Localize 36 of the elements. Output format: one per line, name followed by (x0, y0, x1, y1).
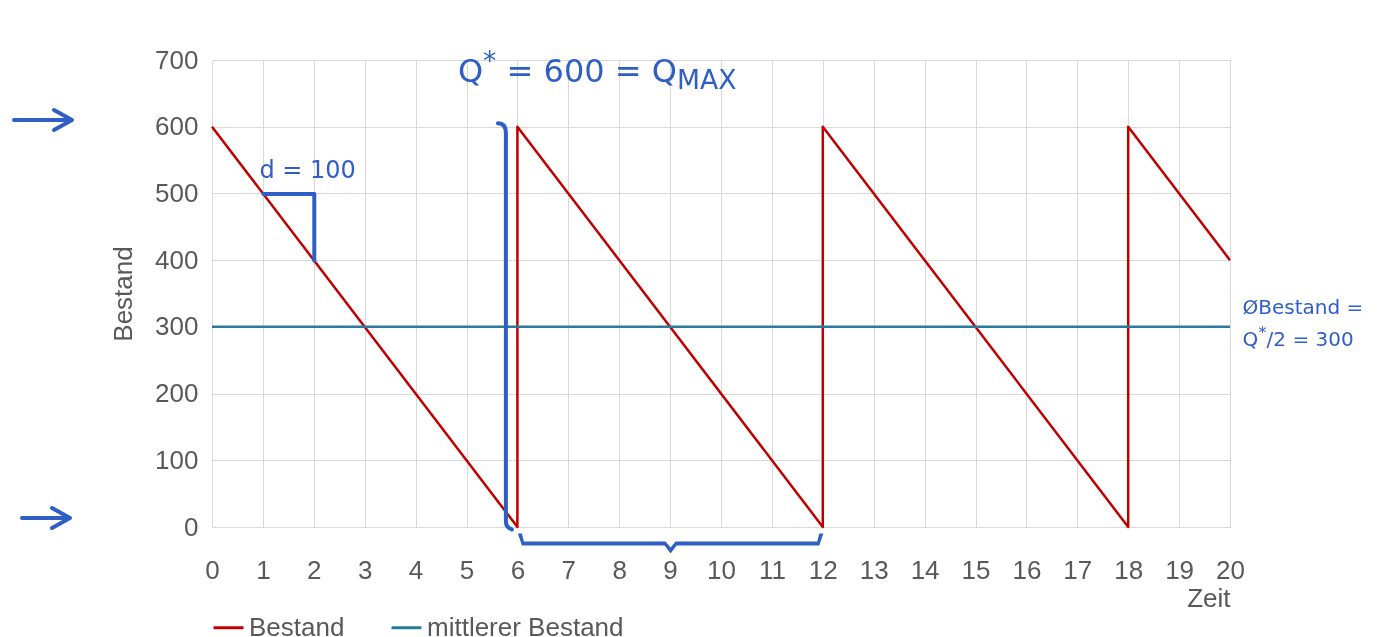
x-tick-label: 20 (1216, 554, 1245, 585)
annotation: d = 100 (259, 155, 356, 184)
x-tick-label: 16 (1012, 554, 1042, 585)
x-tick-label: 10 (707, 554, 736, 585)
x-tick-label: 19 (1165, 554, 1195, 585)
x-tick-label: 0 (205, 554, 220, 585)
annotation: ØBestand = Q$^{*}$/2 = 300 (1242, 294, 1365, 353)
x-tick-label: 6 (510, 554, 526, 585)
x-tick-label: 7 (561, 554, 577, 585)
x-tick-label: 11 (758, 554, 786, 585)
x-tick-label: 4 (408, 554, 424, 585)
x-tick-label: 8 (612, 554, 627, 585)
x-tick-label: 12 (808, 554, 838, 585)
x-tick-label: 5 (459, 554, 475, 585)
y-tick-label: 100 (155, 444, 199, 475)
x-tick-label: 14 (910, 554, 940, 585)
y-tick-label: 200 (155, 378, 199, 409)
y-tick-label: 300 (155, 311, 199, 342)
x-tick-label: 9 (663, 554, 678, 585)
legend-label: mittlerer Bestand (427, 611, 624, 637)
x-tick-label: 2 (307, 554, 322, 585)
y-tick-label: 600 (155, 111, 199, 142)
x-tick-label: 3 (357, 554, 373, 585)
x-tick-label: 1 (256, 554, 271, 585)
x-tick-label: 13 (859, 554, 889, 585)
y-tick-label: 700 (155, 44, 199, 75)
y-tick-label: 500 (155, 177, 199, 208)
x-axis-title: Zeit (1187, 582, 1232, 613)
annotation: Q$^{*}$ = 600 = Q$_{MAX}$ (457, 45, 737, 96)
y-tick-label: 400 (155, 244, 199, 275)
x-tick-label: 18 (1114, 554, 1144, 585)
y-tick-label: 0 (184, 511, 199, 542)
x-tick-label: 15 (961, 554, 991, 585)
y-axis-title: Bestand (108, 246, 139, 342)
legend-label: Bestand (249, 611, 345, 637)
x-tick-label: 17 (1063, 554, 1093, 585)
